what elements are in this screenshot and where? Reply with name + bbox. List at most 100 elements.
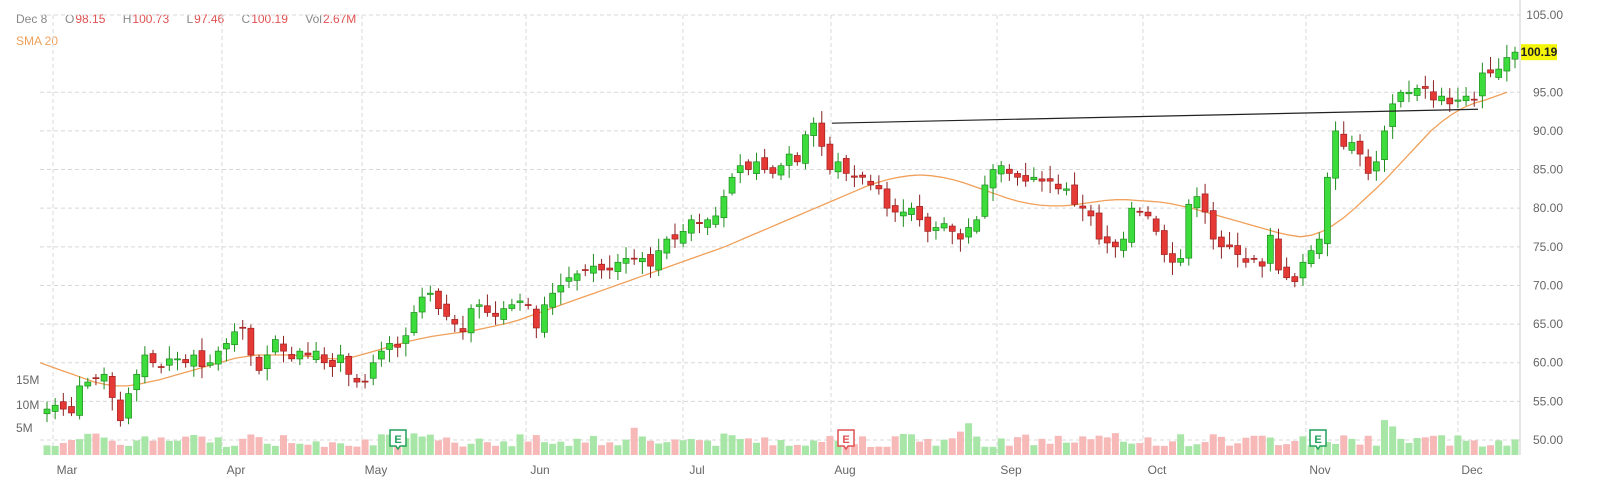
candle bbox=[345, 353, 353, 387]
candle bbox=[1275, 228, 1282, 275]
candle bbox=[671, 223, 679, 249]
last-price-label: 100.19 bbox=[1521, 45, 1558, 59]
candle bbox=[793, 152, 801, 166]
volume-bar bbox=[214, 437, 222, 455]
candle bbox=[549, 282, 556, 315]
price-tick-label: 70.00 bbox=[1533, 278, 1563, 292]
svg-text:E: E bbox=[394, 434, 401, 446]
candle bbox=[1177, 249, 1184, 267]
volume-bar bbox=[1397, 438, 1405, 455]
volume-bar bbox=[67, 440, 75, 455]
volume-bar bbox=[981, 446, 989, 455]
candle bbox=[1446, 88, 1454, 112]
candle bbox=[68, 397, 75, 417]
candle bbox=[1193, 187, 1201, 218]
volume-bar bbox=[573, 438, 581, 455]
earnings-marker[interactable]: E bbox=[389, 429, 407, 451]
close-label: C bbox=[241, 12, 251, 26]
candle bbox=[1185, 199, 1193, 266]
volume-bars bbox=[43, 420, 1519, 455]
candle bbox=[500, 301, 508, 325]
volume-bar bbox=[940, 439, 948, 455]
volume-bar bbox=[1054, 435, 1062, 455]
volume-bar bbox=[1217, 436, 1225, 455]
volume-bar bbox=[1405, 442, 1413, 455]
earnings-marker[interactable]: E bbox=[1309, 429, 1327, 451]
candle bbox=[190, 349, 198, 377]
low-label: L bbox=[186, 12, 194, 26]
candle bbox=[76, 376, 83, 420]
candle bbox=[696, 213, 703, 234]
volume-bar bbox=[1307, 445, 1315, 455]
candle bbox=[704, 217, 711, 235]
volume-bar bbox=[1340, 435, 1348, 455]
candle bbox=[320, 347, 328, 370]
candle bbox=[1242, 247, 1250, 268]
volume-bar bbox=[793, 444, 801, 455]
candle bbox=[1038, 171, 1046, 192]
candle bbox=[410, 305, 418, 336]
volume-bar bbox=[1250, 435, 1258, 455]
candle bbox=[1511, 46, 1519, 69]
volume-bar bbox=[883, 446, 891, 455]
volume-bar bbox=[125, 445, 133, 455]
candle bbox=[818, 111, 826, 156]
volume-bar bbox=[206, 442, 214, 455]
volume-bar bbox=[198, 436, 206, 455]
candle bbox=[1503, 44, 1511, 82]
volume-bar bbox=[1209, 434, 1217, 455]
volume-bar bbox=[948, 438, 956, 455]
volume-bar bbox=[965, 423, 973, 455]
volume-bar bbox=[671, 439, 679, 455]
volume-bar bbox=[736, 439, 744, 455]
candle bbox=[394, 336, 402, 358]
volume-bar bbox=[263, 443, 271, 455]
price-tick-label: 60.00 bbox=[1533, 356, 1563, 370]
candle bbox=[826, 136, 834, 175]
volume-bar bbox=[695, 440, 703, 455]
candle bbox=[288, 346, 296, 362]
resistance-trendline[interactable] bbox=[831, 108, 1479, 124]
volume-bar bbox=[777, 440, 785, 455]
volume-bar bbox=[540, 442, 548, 455]
volume-bar bbox=[1242, 437, 1250, 455]
volume-bar bbox=[92, 433, 100, 455]
candle bbox=[1462, 87, 1470, 106]
candle bbox=[1136, 207, 1144, 217]
candle bbox=[1006, 164, 1013, 181]
volume-bar bbox=[51, 445, 59, 455]
volume-bar bbox=[451, 442, 459, 455]
candle bbox=[745, 159, 752, 176]
candle bbox=[989, 164, 997, 202]
month-label: Sep bbox=[1000, 463, 1022, 477]
volume-bar bbox=[149, 440, 157, 455]
candle bbox=[231, 323, 238, 352]
volume-bar bbox=[116, 444, 124, 455]
volume-bar bbox=[1413, 438, 1421, 455]
candle bbox=[1470, 91, 1478, 107]
volume-tick-label: 5M bbox=[16, 421, 33, 435]
trendline[interactable] bbox=[831, 108, 1479, 124]
earnings-marker[interactable]: E bbox=[837, 429, 855, 451]
volume-bar bbox=[377, 434, 385, 455]
volume-bar bbox=[1193, 444, 1201, 455]
volume-bar bbox=[712, 445, 720, 455]
volume-bar bbox=[410, 433, 418, 455]
volume-bar bbox=[418, 436, 426, 455]
volume-bar bbox=[165, 440, 173, 455]
volume-bar bbox=[304, 444, 312, 455]
candle bbox=[1063, 182, 1070, 196]
volume-bar bbox=[182, 436, 190, 455]
volume-bar bbox=[973, 436, 981, 455]
candle bbox=[255, 354, 263, 375]
volume-bar bbox=[1470, 440, 1478, 455]
candle bbox=[337, 344, 344, 372]
candle bbox=[51, 398, 59, 420]
volume-bar bbox=[565, 445, 573, 455]
sma-legend: SMA 20 bbox=[16, 34, 59, 48]
candle bbox=[492, 301, 499, 325]
volume-bar bbox=[1503, 445, 1511, 455]
volume-bar bbox=[557, 441, 565, 455]
